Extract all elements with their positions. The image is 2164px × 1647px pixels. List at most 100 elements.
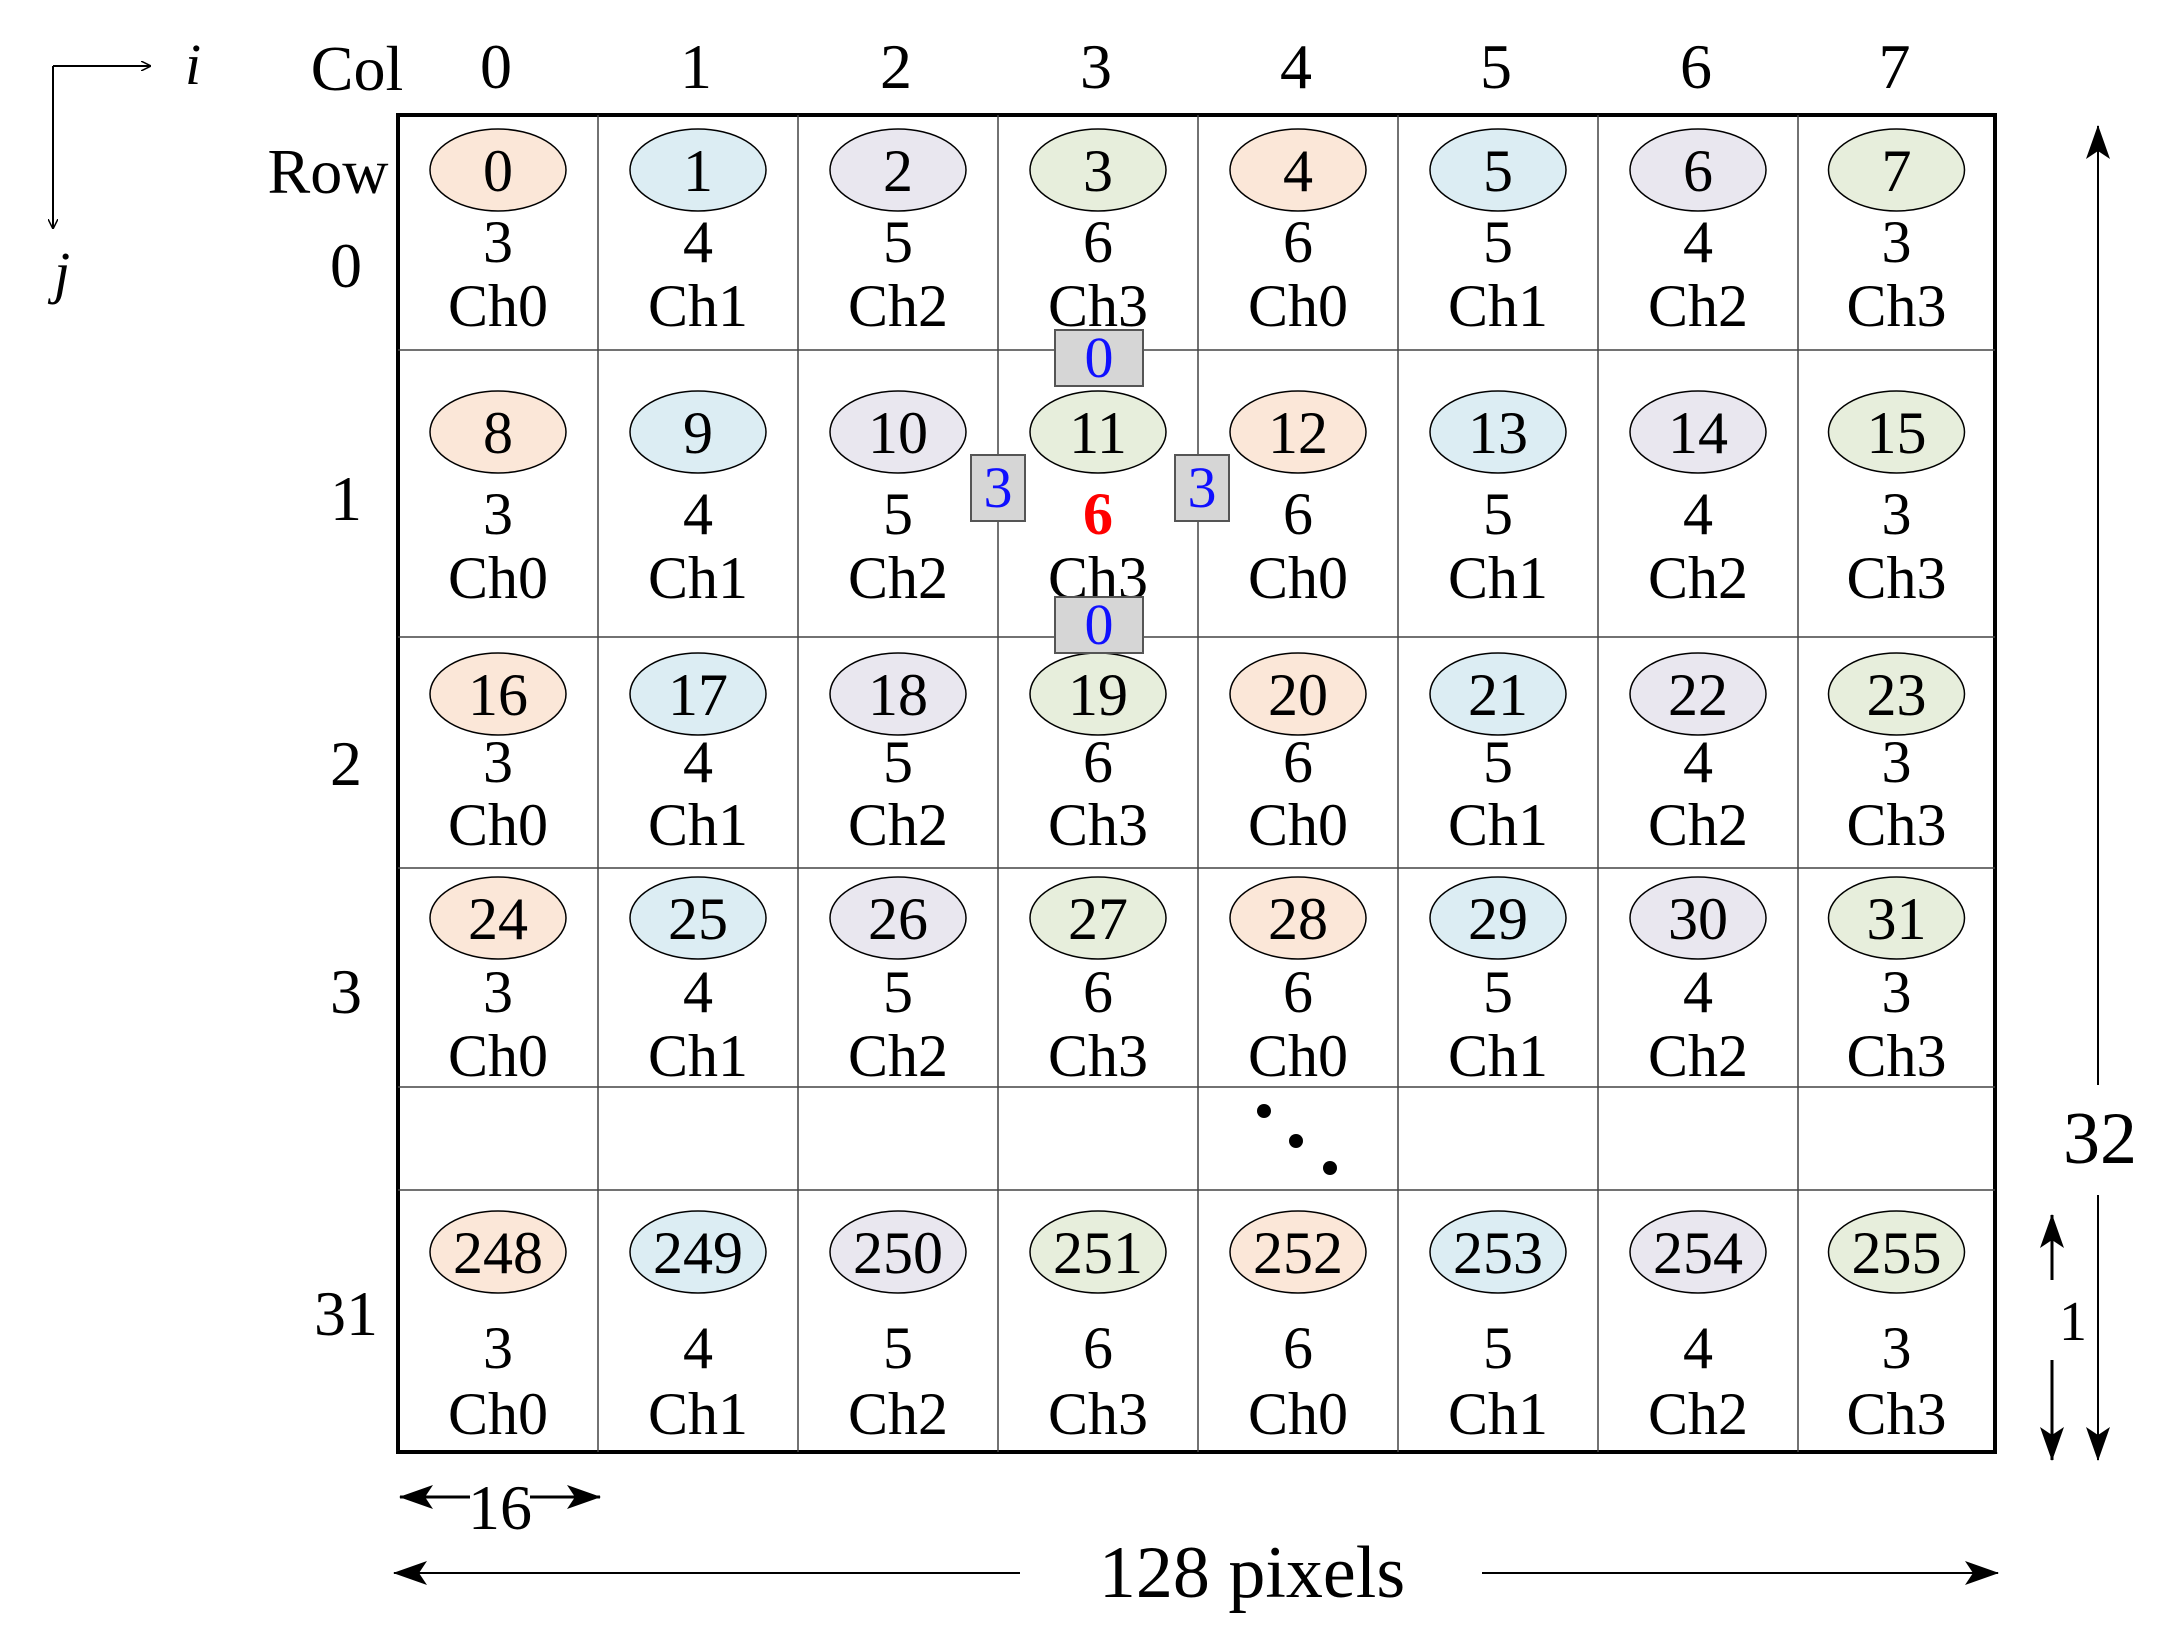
channel-label: Ch0	[1248, 1381, 1348, 1447]
channel-label: Ch1	[648, 1023, 748, 1089]
neighbor-count: 5	[1483, 1315, 1513, 1381]
pixel-index-ellipse	[1029, 1210, 1167, 1294]
row-height-label: 1	[2059, 1291, 2087, 1353]
ellipsis-dot	[1289, 1134, 1303, 1148]
pixel-index-ellipse	[429, 390, 567, 474]
pixel-index: 252	[1253, 1220, 1343, 1286]
channel-label: Ch2	[1648, 273, 1748, 339]
pixel-index: 27	[1068, 886, 1128, 952]
pixel-index: 18	[868, 662, 928, 728]
channel-label: Ch1	[648, 1381, 748, 1447]
neighbor-count: 4	[1683, 481, 1713, 547]
column-number: 3	[1080, 31, 1112, 102]
channel-label: Ch0	[1248, 1023, 1348, 1089]
neighbor-count: 4	[683, 209, 713, 275]
neighbor-count: 4	[1683, 209, 1713, 275]
center-neighbor-count: 6	[1083, 481, 1113, 547]
channel-label: Ch1	[648, 792, 748, 858]
channel-label: Ch0	[448, 792, 548, 858]
neighbor-count: 3	[483, 209, 513, 275]
neighbor-count: 6	[1283, 481, 1313, 547]
neighbor-count: 5	[1483, 959, 1513, 1025]
pixel-index: 1	[683, 138, 713, 204]
pixel-index-ellipse	[1429, 128, 1567, 212]
channel-label: Ch0	[1248, 545, 1348, 611]
column-number: 4	[1280, 31, 1312, 102]
height-label: 32	[2063, 1098, 2137, 1180]
pixel-index: 0	[483, 138, 513, 204]
column-number: 6	[1680, 31, 1712, 102]
neighbor-bottom-value: 0	[1085, 592, 1114, 657]
neighbor-count: 3	[483, 729, 513, 795]
neighbor-count: 6	[1083, 1315, 1113, 1381]
pixel-index: 12	[1268, 400, 1328, 466]
channel-label: Ch3	[1846, 792, 1946, 858]
neighbor-count: 4	[683, 729, 713, 795]
neighbor-count: 6	[1283, 729, 1313, 795]
neighbor-count: 4	[683, 959, 713, 1025]
pixel-index-ellipse	[1629, 390, 1767, 474]
channel-label: Ch0	[448, 545, 548, 611]
pixel-index-ellipse	[1629, 1210, 1767, 1294]
row-number: 31	[314, 1278, 378, 1349]
neighbor-count: 4	[1683, 959, 1713, 1025]
pixel-index-ellipse	[1429, 876, 1567, 960]
pixel-index-ellipse	[1029, 876, 1167, 960]
pixel-index-ellipse	[1827, 390, 1966, 474]
channel-label: Ch1	[1448, 1023, 1548, 1089]
pixel-cells: 03Ch014Ch125Ch236Ch346Ch055Ch164Ch273Ch3…	[429, 128, 1966, 1447]
pixel-index: 23	[1867, 662, 1927, 728]
pixel-index-ellipse	[629, 390, 767, 474]
row-number: 1	[330, 463, 362, 534]
neighbor-count: 3	[483, 1315, 513, 1381]
pixel-index: 253	[1453, 1220, 1543, 1286]
col-header-label: Col	[311, 33, 403, 104]
pixel-index: 8	[483, 400, 513, 466]
column-headers: 0 1 2 3 4 5 6 7	[480, 31, 1911, 102]
grid-border	[396, 113, 1997, 1454]
neighbor-count: 3	[1882, 959, 1912, 1025]
neighbor-count: 4	[683, 481, 713, 547]
column-number: 1	[680, 31, 712, 102]
pixel-index-ellipse	[1029, 128, 1167, 212]
pixel-index-ellipse	[829, 390, 967, 474]
neighbor-count: 3	[1882, 209, 1912, 275]
pixel-index: 248	[453, 1220, 543, 1286]
channel-label: Ch0	[448, 1381, 548, 1447]
cell-width-label: 16	[468, 1472, 532, 1543]
pixel-index-ellipse	[1229, 876, 1367, 960]
pixel-index: 2	[883, 138, 913, 204]
channel-label: Ch3	[1048, 1381, 1148, 1447]
pixel-index: 19	[1068, 662, 1128, 728]
channel-label: Ch3	[1048, 273, 1148, 339]
pixel-index-ellipse	[829, 1210, 967, 1294]
column-number: 5	[1480, 31, 1512, 102]
pixel-index: 21	[1468, 662, 1528, 728]
channel-label: Ch2	[1648, 1023, 1748, 1089]
neighbor-count: 5	[1483, 481, 1513, 547]
pixel-index-ellipse	[829, 652, 967, 736]
channel-label: Ch0	[1248, 273, 1348, 339]
neighbor-count: 3	[1882, 481, 1912, 547]
neighbor-right-value: 3	[1188, 455, 1217, 520]
pixel-index-ellipse	[1229, 128, 1367, 212]
row-number: 2	[330, 728, 362, 799]
pixel-index: 4	[1283, 138, 1313, 204]
